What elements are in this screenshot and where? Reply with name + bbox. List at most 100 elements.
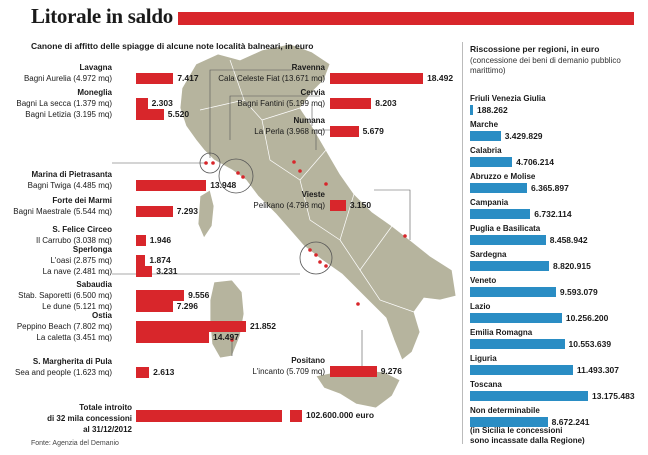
region-label: Puglia e Basilicata [470,224,541,233]
total-value: 102.600.000 euro [306,410,375,420]
region-label: Veneto [470,276,497,285]
region-value: 8.458.942 [549,235,588,245]
beach-value: 21.852 [250,321,276,331]
beach-bar [330,366,377,377]
beach-value: 7.417 [177,73,199,83]
beach-bar [136,98,148,109]
footnote-line: sono incassate dalla Regione) [470,436,585,445]
region-bar [470,339,565,349]
beach-label: Bagni Twiga (4.485 mq) [27,181,112,190]
region-label: Marche [470,120,499,129]
beach-label: Bagni Fantini (5.199 mq) [237,99,325,108]
region-value: 10.256.200 [565,313,609,323]
region-value: 13.175.483 [592,391,635,401]
total-bar-end [290,410,302,422]
region-bar [470,157,513,167]
region-value: 11.493.307 [576,365,619,375]
region-bar [470,365,573,375]
beach-label: Bagni Aurelia (4.972 mq) [23,74,112,83]
region-label: Emilia Romagna [470,328,533,337]
town-label: Lavagna [79,63,112,72]
beach-value: 18.492 [427,73,454,83]
beach-label: Stab. Saporetti (6.500 mq) [18,291,112,300]
region-label: Sardegna [470,250,507,259]
chart-subtitle: Canone di affitto delle spiagge di alcun… [31,41,314,51]
region-bar [470,313,562,323]
title-rule [178,12,634,25]
total-label-line: Totale introito [79,403,132,412]
beach-value: 3.150 [349,200,372,210]
beach-label: Cala Celeste Fiat (13.671 mq) [218,74,325,83]
liguria-zoom-circle [199,152,221,174]
beach-label: Bagni Maestrale (5.544 mq) [13,207,112,216]
beach-value: 1.874 [149,255,171,265]
beach-label: Sea and people (1.623 mq) [15,368,112,377]
region-chart-title: Riscossione per regioni, in euro [470,44,600,54]
total-bar [136,410,282,422]
beach-label: Bagni La secca (1.379 mq) [16,99,112,108]
region-borders [199,59,415,313]
region-label: Non determinabile [470,406,540,415]
town-label: Marina di Pietrasanta [31,170,112,179]
beach-value: 3.231 [156,266,178,276]
beach-value: 7.293 [176,206,198,216]
beach-bar [330,126,359,137]
region-bar [470,261,549,271]
beach-bar [136,235,146,246]
town-label: Ravenna [291,63,325,72]
beach-bar [136,301,173,312]
town-label: S. Felice Circeo [52,225,112,234]
region-chart-note: (concessione dei beni di demanio pubblic… [470,56,621,75]
region-bar [470,183,527,193]
region-value: 10.553.639 [568,339,612,349]
region-label: Liguria [470,354,497,363]
footnote-line: (in Sicilia le concessioni [470,426,563,435]
town-label: S. Margherita di Pula [32,357,112,366]
town-label: Forte dei Marmi [52,196,112,205]
region-label: Friuli Venezia Giulia [470,94,546,103]
beach-value: 13.948 [210,180,237,190]
beach-value: 9.276 [380,366,402,376]
total-label: Totale introito di 32 mila concessioni a… [40,402,132,435]
beach-bar [136,255,146,266]
beach-bar [136,180,207,191]
beach-label: La caletta (3.451 mq) [36,333,112,342]
region-value: 8.820.915 [553,261,591,271]
region-label: Toscana [470,380,502,389]
region-bar [470,287,556,297]
region-bar [470,131,501,141]
region-label: Campania [470,198,509,207]
total-label-line: di 32 mila concessioni [47,414,132,423]
town-label: Sperlonga [72,245,112,254]
region-bar [470,209,531,219]
source-note: Fonte: Agenzia del Demanio [31,440,119,447]
beach-label: Le dune (5.121 mq) [42,302,112,311]
page-title: Litorale in saldo [31,4,173,28]
beach-bar [136,367,150,378]
beach-label: La nave (2.481 mq) [42,267,112,276]
leader-lines [112,69,411,368]
beach-value: 2.303 [151,98,173,108]
region-bar [470,105,473,115]
beach-value: 1.946 [149,235,172,245]
town-label: Vieste [301,190,325,199]
location-dots [204,160,407,342]
beach-bar [330,73,424,84]
beach-bar [136,290,185,301]
beach-bar [136,206,173,217]
region-value: 8.672.241 [551,417,590,427]
town-label: Moneglia [77,88,112,97]
region-value: 188.262 [477,105,508,115]
beach-label: L'incanto (5.709 mq) [252,367,325,376]
region-label: Abruzzo e Molise [470,172,536,181]
region-value: 3.429.829 [504,131,543,141]
total-label-line: al 31/12/2012 [83,425,132,434]
beach-value: 8.203 [375,98,397,108]
beach-bar [136,73,174,84]
beach-bar [330,98,372,109]
versilia-zoom-circle [218,158,254,194]
column-divider [462,42,463,444]
region-value: 6.365.897 [531,183,569,193]
region-value: 9.593.079 [559,287,598,297]
lazio-zoom-circle [299,241,333,275]
